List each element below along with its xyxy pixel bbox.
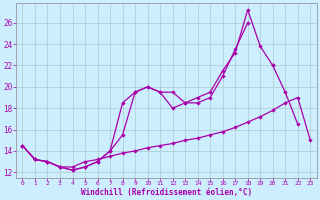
X-axis label: Windchill (Refroidissement éolien,°C): Windchill (Refroidissement éolien,°C)	[81, 188, 252, 197]
